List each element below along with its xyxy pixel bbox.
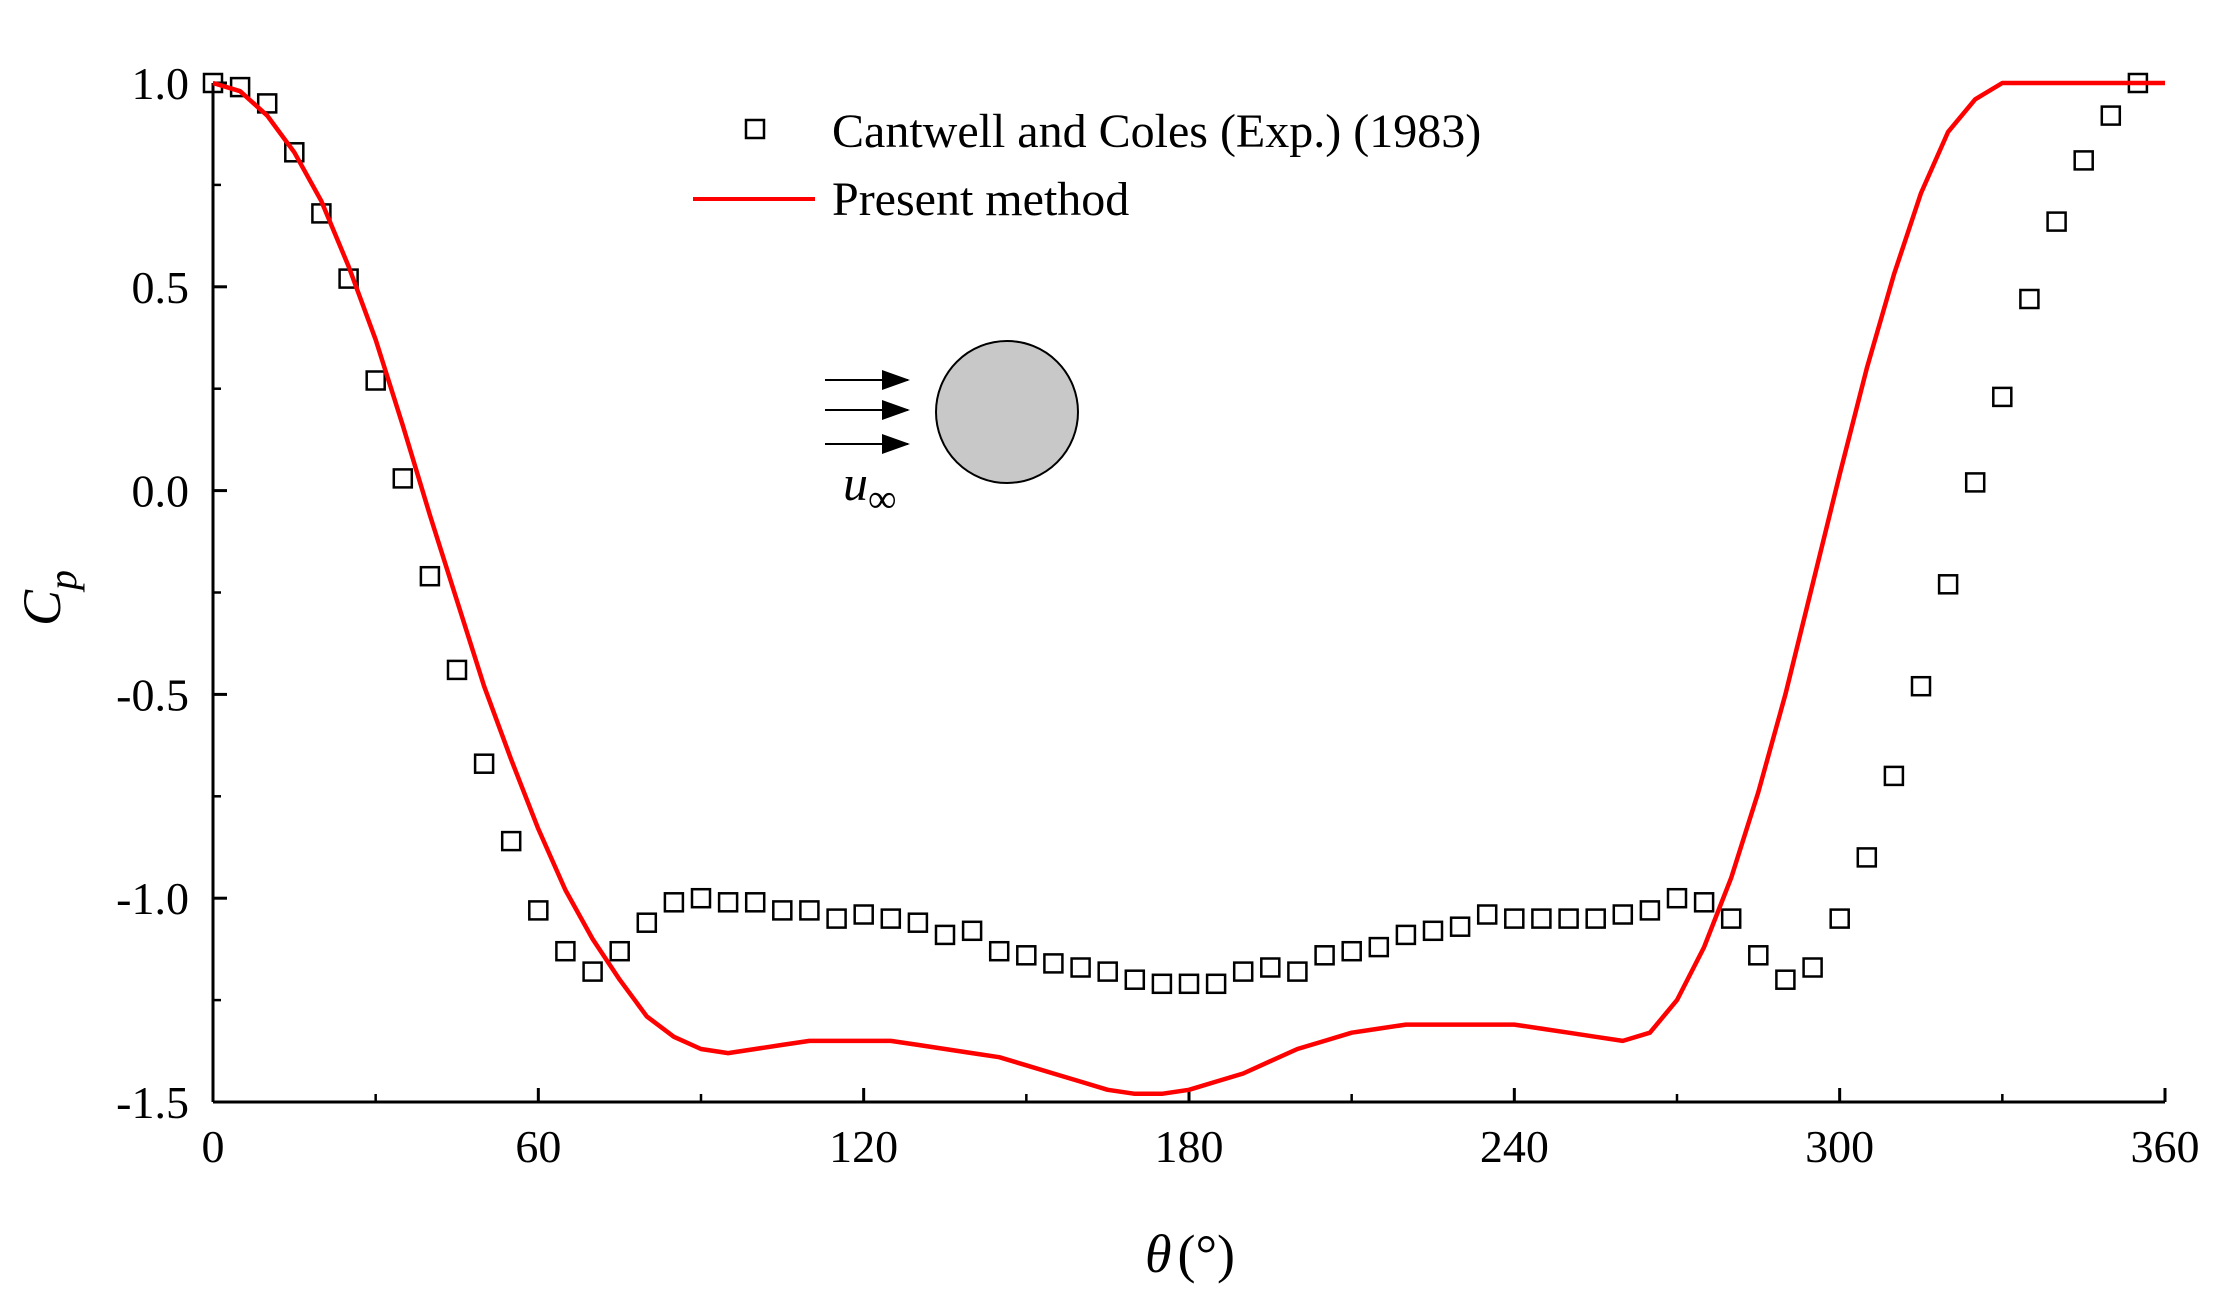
experimental-point <box>1856 847 1878 868</box>
experimental-point <box>392 468 414 489</box>
tick-labels: 0 60 120 180 240 300 360 1.0 0.5 0.0 -0.5 -1.0 -1.5 <box>116 58 2199 1172</box>
experimental-point <box>1585 908 1606 929</box>
experimental-point <box>1802 957 1823 978</box>
experimental-point <box>880 908 902 929</box>
experimental-point <box>1910 675 1932 697</box>
experimental-point <box>1476 904 1498 925</box>
experimental-point <box>1720 908 1742 929</box>
experimental-point <box>473 753 495 774</box>
y-axis-title: Cp <box>12 570 85 626</box>
y-tick-label: -0.5 <box>116 669 189 720</box>
experimental-point <box>555 940 576 962</box>
experimental-point <box>1124 969 1146 990</box>
experimental-point <box>1992 386 2013 408</box>
experimental-point <box>1964 472 1986 493</box>
present-method-line <box>212 80 2165 1097</box>
experimental-point <box>1260 957 1281 978</box>
experimental-point <box>1016 945 1037 966</box>
experimental-point <box>690 887 712 909</box>
experimental-point <box>961 920 983 942</box>
experimental-point <box>1178 973 1200 995</box>
experimental-point <box>1097 961 1118 982</box>
experimental-point <box>826 908 847 929</box>
experimental-point <box>582 961 603 982</box>
experimental-point <box>1531 908 1552 929</box>
experimental-point <box>609 940 630 962</box>
experimental-point <box>1558 908 1579 929</box>
experimental-point <box>717 892 739 913</box>
experimental-point <box>1151 973 1173 995</box>
experimental-point <box>528 900 549 921</box>
experimental-point <box>1829 908 1850 929</box>
experimental-point <box>1504 908 1525 929</box>
x-tick-label: 0 <box>202 1121 225 1172</box>
experimental-point <box>1449 916 1471 937</box>
axes <box>211 83 2165 1104</box>
experimental-point <box>2046 211 2067 232</box>
experimental-point <box>1693 892 1715 913</box>
experimental-point <box>284 142 305 163</box>
x-axis-title: θ (°) <box>1145 1224 1235 1284</box>
experimental-point <box>1232 961 1254 982</box>
flow-schematic: u∞ <box>825 340 1079 521</box>
experimental-point <box>2019 288 2040 310</box>
experimental-point <box>2100 105 2122 126</box>
experimental-point <box>663 892 685 913</box>
experimental-point <box>1341 940 1362 962</box>
experimental-point <box>500 830 522 852</box>
experimental-point <box>1070 957 1091 978</box>
y-tick-label: 0.5 <box>132 262 190 313</box>
legend: Cantwell and Coles (Exp.) (1983) Present… <box>693 105 1481 226</box>
experimental-point <box>853 904 874 925</box>
experimental-point <box>202 72 224 94</box>
x-tick-label: 180 <box>1155 1121 1224 1172</box>
x-tick-label: 120 <box>829 1121 898 1172</box>
experimental-point <box>1422 920 1444 942</box>
experimental-point <box>988 940 1010 962</box>
experimental-point <box>636 912 658 933</box>
experimental-point <box>744 892 766 913</box>
experimental-point <box>1883 765 1905 787</box>
experimental-point <box>1775 969 1796 990</box>
legend-label-experimental: Cantwell and Coles (Exp.) (1983) <box>832 105 1481 158</box>
experimental-point <box>934 924 956 946</box>
x-tick-label: 360 <box>2131 1121 2200 1172</box>
experimental-point <box>1612 904 1634 925</box>
experimental-point <box>1287 961 1308 982</box>
experimental-point <box>446 659 468 681</box>
x-tick-label: 300 <box>1805 1121 1874 1172</box>
y-tick-label: 0.0 <box>132 466 190 517</box>
experimental-point <box>1368 936 1390 958</box>
x-tick-label: 60 <box>515 1121 561 1172</box>
experimental-point <box>2073 150 2094 171</box>
cylinder-circle <box>935 340 1079 484</box>
experimental-point <box>1043 953 1064 974</box>
y-tick-label: -1.5 <box>116 1077 189 1128</box>
experimental-point <box>907 912 929 933</box>
experimental-point <box>256 93 278 114</box>
freestream-velocity-label: u∞ <box>843 455 897 521</box>
experimental-point <box>1666 887 1688 909</box>
experimental-point <box>419 565 441 587</box>
series-experimental <box>202 72 2149 995</box>
experimental-point <box>799 900 820 921</box>
experimental-point <box>365 370 386 391</box>
y-tick-label: -1.0 <box>116 873 189 924</box>
experimental-point <box>1937 574 1959 595</box>
legend-marker-square <box>744 118 766 140</box>
experimental-point <box>1205 973 1227 995</box>
experimental-point <box>1639 900 1661 921</box>
ticks <box>211 81 2167 1104</box>
x-tick-label: 240 <box>1480 1121 1549 1172</box>
experimental-point <box>1748 945 1769 966</box>
experimental-point <box>1314 945 1335 966</box>
y-tick-label: 1.0 <box>132 58 190 109</box>
series-present-method <box>212 80 2165 1097</box>
legend-label-present: Present method <box>832 173 1129 226</box>
experimental-point <box>772 900 793 921</box>
experimental-point <box>1395 924 1417 946</box>
